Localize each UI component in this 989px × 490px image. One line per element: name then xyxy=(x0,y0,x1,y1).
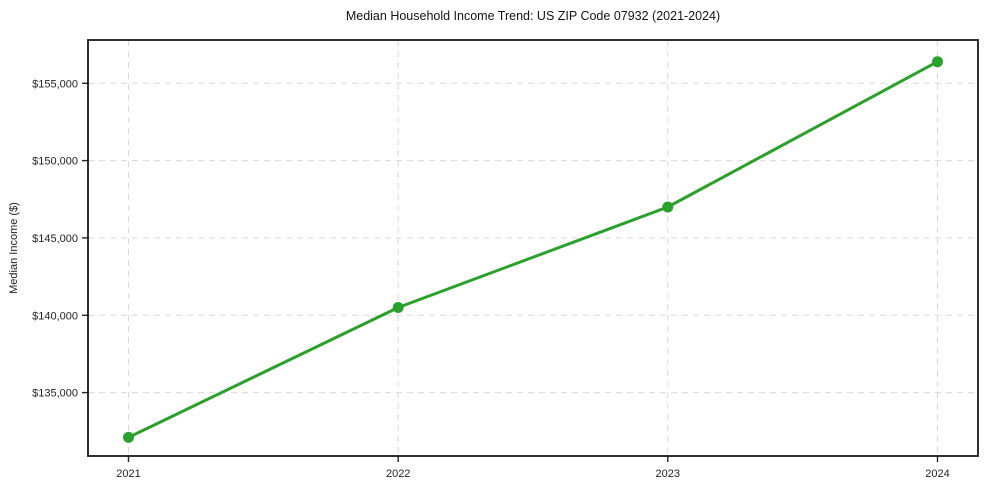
chart-title: Median Household Income Trend: US ZIP Co… xyxy=(345,9,721,23)
axes-frame xyxy=(87,39,979,457)
data-point-marker xyxy=(932,56,943,68)
y-tick-label: $135,000 xyxy=(32,388,78,400)
y-tick-label: $155,000 xyxy=(32,78,78,90)
data-point-marker xyxy=(123,431,134,443)
data-point-marker xyxy=(662,201,674,213)
x-tick-label: 2022 xyxy=(386,468,410,480)
x-tick-label: 2021 xyxy=(116,468,140,480)
data-point-marker xyxy=(392,302,404,313)
x-tick-label: 2023 xyxy=(656,468,680,480)
x-tick-label: 2024 xyxy=(925,468,949,480)
y-tick-label: $150,000 xyxy=(32,156,78,168)
y-tick-label: $140,000 xyxy=(32,310,78,322)
income-trend-line xyxy=(127,60,939,439)
y-tick-label: $145,000 xyxy=(32,233,78,245)
